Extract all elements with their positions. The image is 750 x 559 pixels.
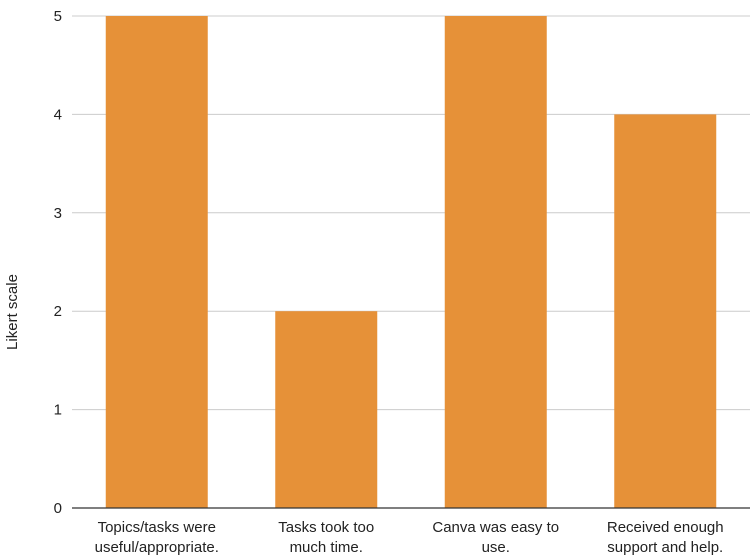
y-axis-label: Likert scale	[4, 274, 21, 350]
bar-3	[444, 16, 547, 508]
x-category-label-3: Canva was easy to use.	[432, 519, 559, 556]
y-tick-label-0: 0	[54, 500, 62, 517]
y-tick-label-2: 2	[54, 303, 62, 320]
bar-2	[275, 311, 378, 508]
x-category-label-4: Received enough support and help.	[607, 519, 724, 556]
bars	[105, 16, 717, 509]
bar-4	[614, 114, 717, 509]
y-tick-label-5: 5	[54, 8, 62, 25]
x-category-label-1: Topics/tasks were useful/appropriate.	[95, 519, 219, 556]
bar-1	[105, 16, 208, 508]
y-tick-label-4: 4	[54, 106, 62, 123]
y-axis-ticks: 0 1 2 3 4 5	[54, 8, 62, 517]
x-category-label-2: Tasks took too much time.	[278, 519, 374, 556]
x-axis-labels: Topics/tasks were useful/appropriate. Task…	[95, 519, 724, 556]
y-tick-label-3: 3	[54, 205, 62, 222]
y-tick-label-1: 1	[54, 402, 62, 419]
